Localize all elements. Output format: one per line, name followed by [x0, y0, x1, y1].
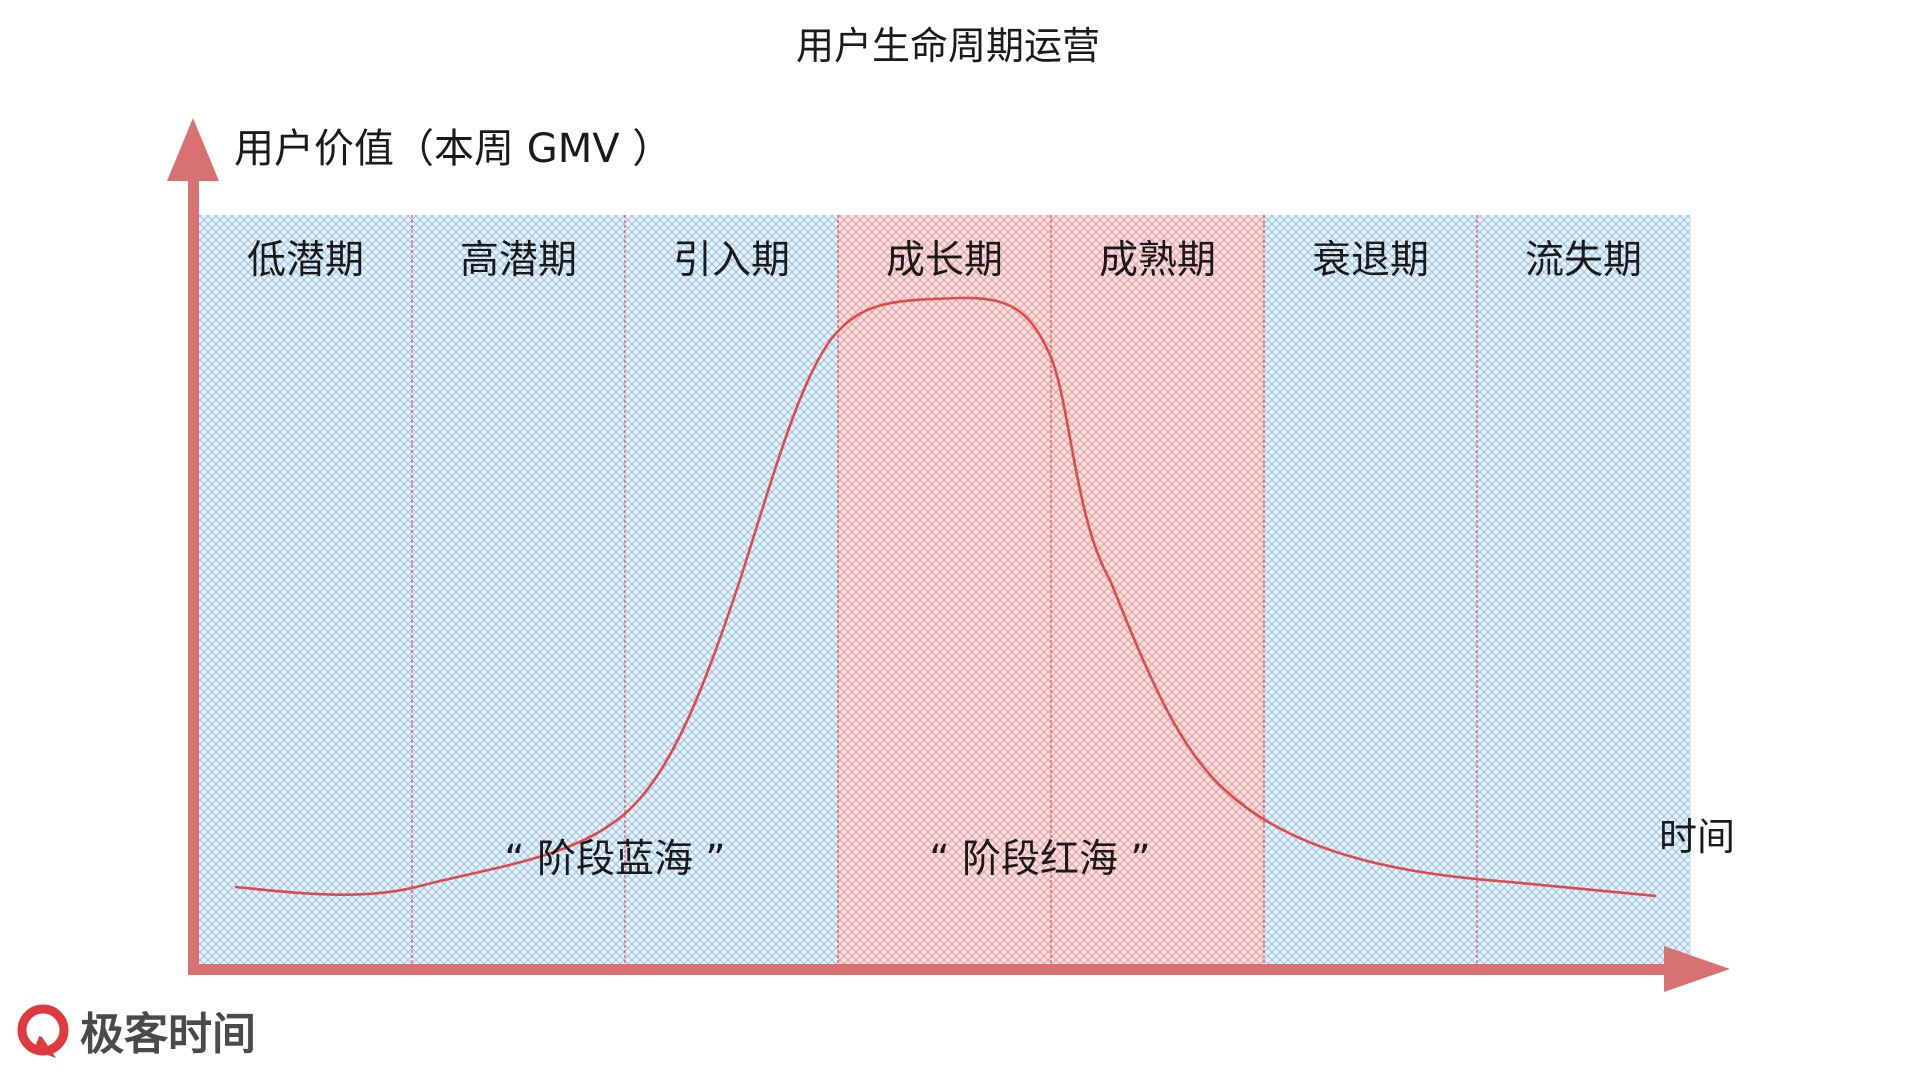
y-axis-arrow-icon: [167, 118, 219, 181]
stage-label-4: 成长期: [886, 238, 1003, 283]
x-axis-label: 时间: [1659, 815, 1735, 859]
stage-labels: 低潜期 高潜期 引入期 成长期 成熟期 衰退期 流失期: [247, 238, 1642, 283]
y-axis-line: [188, 178, 199, 975]
stage-label-6: 衰退期: [1312, 238, 1429, 283]
stage-band-4: [838, 215, 1052, 964]
lifecycle-curve: [234, 296, 1657, 898]
stage-label-5: 成熟期: [1099, 238, 1216, 283]
x-axis-arrow-icon: [1664, 946, 1730, 992]
geektime-logo-icon: [17, 1004, 69, 1058]
stage-label-2: 高潜期: [460, 238, 577, 283]
x-axis-line: [188, 964, 1668, 975]
diagram-title: 用户生命周期运营: [796, 24, 1100, 68]
stage-label-3: 引入期: [673, 238, 790, 283]
stage-band-7: [1477, 215, 1691, 964]
red-ocean-label: “ 阶段红海 ”: [929, 837, 1150, 882]
stage-band-5: [1051, 215, 1265, 964]
stage-band-6: [1264, 215, 1478, 964]
stage-label-7: 流失期: [1525, 238, 1642, 283]
stage-band-1: [199, 215, 413, 964]
stage-bands: [199, 215, 1691, 964]
y-axis-label: 用户价值（本周 GMV ）: [234, 126, 672, 172]
stage-label-1: 低潜期: [247, 238, 364, 283]
stage-band-3: [625, 215, 839, 964]
blue-ocean-label: “ 阶段蓝海 ”: [504, 837, 725, 882]
stage-band-2: [412, 215, 626, 964]
brand-name: 极客时间: [80, 1009, 256, 1060]
